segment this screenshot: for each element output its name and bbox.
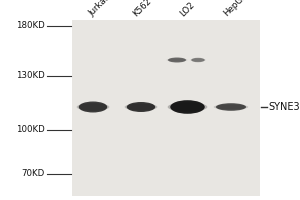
Ellipse shape <box>168 58 186 62</box>
Text: LO2: LO2 <box>178 0 196 18</box>
Ellipse shape <box>170 100 205 114</box>
Ellipse shape <box>76 103 110 111</box>
Text: 100KD: 100KD <box>16 126 45 134</box>
Ellipse shape <box>167 58 187 62</box>
Text: 70KD: 70KD <box>22 170 45 178</box>
Ellipse shape <box>124 104 158 110</box>
Text: HepG2: HepG2 <box>222 0 249 18</box>
Bar <box>72 20 260 196</box>
Ellipse shape <box>168 102 207 112</box>
Ellipse shape <box>79 102 107 112</box>
Ellipse shape <box>191 58 205 62</box>
Ellipse shape <box>216 103 246 111</box>
Text: SYNE3: SYNE3 <box>268 102 300 112</box>
Text: Jurkat: Jurkat <box>87 0 111 18</box>
Ellipse shape <box>127 102 155 112</box>
Text: K562: K562 <box>132 0 154 18</box>
Ellipse shape <box>214 104 248 110</box>
Text: 180KD: 180KD <box>16 21 45 30</box>
Ellipse shape <box>190 58 206 62</box>
Text: 130KD: 130KD <box>16 72 45 80</box>
